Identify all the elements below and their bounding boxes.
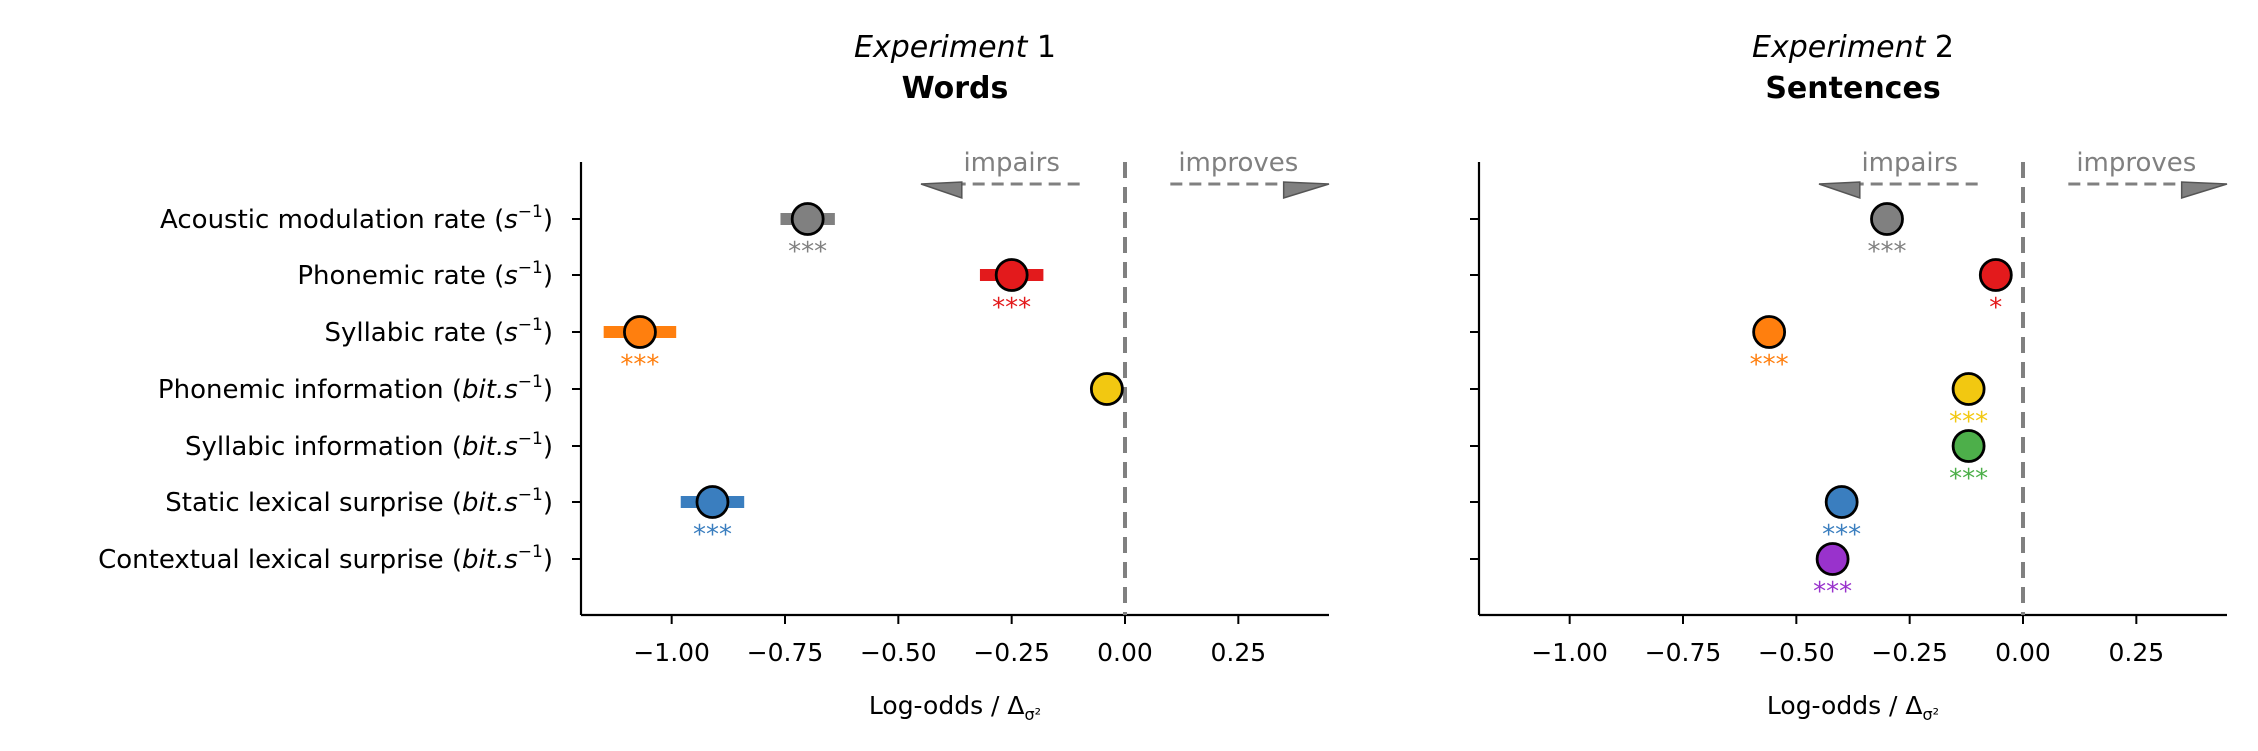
y-tick-label: Phonemic rate (s−1): [297, 258, 553, 291]
y-tick-label-end: ): [543, 261, 553, 291]
x-tick-label: −0.75: [1645, 638, 1722, 667]
panel-2: Experiment 2 Sentences −1.00 −0.75 −0.50 −0.2…: [1470, 30, 2228, 724]
x-axis-label: Log-odds / Δσ²: [1767, 691, 1939, 724]
y-tick-label-var: bit.s: [462, 375, 518, 405]
x-tick-label: −1.00: [633, 638, 710, 667]
impairs-arrow-head: [1818, 181, 1861, 200]
x-axis-label-main: Log-odds / Δ: [1767, 691, 1923, 720]
panel-subtitle: Words: [902, 71, 1009, 106]
x-axis-label-sub: σ²: [1025, 705, 1042, 724]
y-tick-label-exponent: −1: [518, 429, 543, 449]
significance-label: ***: [1868, 237, 1907, 267]
y-tick-label-var: bit.s: [462, 488, 518, 518]
impairs-arrow-head: [920, 181, 963, 200]
significance-label: *: [1989, 293, 2002, 323]
y-tick-label-end: ): [543, 205, 553, 235]
y-tick-label-end: ): [543, 545, 553, 575]
x-tick-label: 0.25: [1210, 638, 1266, 667]
x-axis-label: Log-odds / Δσ²: [869, 691, 1041, 724]
x-axis-label-main: Log-odds / Δ: [869, 691, 1025, 720]
y-tick-label-main: Phonemic information (: [158, 375, 462, 405]
x-tick-label: 0.00: [1097, 638, 1153, 667]
data-point: [695, 485, 730, 519]
panel-title-number: 2: [1925, 30, 1954, 65]
panel-subtitle: Sentences: [1765, 71, 1940, 106]
data-point: [1870, 202, 1904, 236]
y-tick-label-main: Contextual lexical surprise (: [98, 545, 462, 575]
y-tick-label-main: Syllabic rate (: [324, 318, 504, 348]
annotation-improves: improves: [2076, 148, 2196, 178]
data-point: [623, 315, 657, 349]
significance-label: ***: [992, 293, 1031, 323]
y-tick-label: Static lexical surprise (bit.s−1): [165, 485, 553, 518]
annotation-improves: improves: [1178, 148, 1298, 178]
x-tick-label: −0.50: [860, 638, 937, 667]
y-tick-label: Syllabic rate (s−1): [324, 315, 553, 348]
data-point: [1824, 485, 1859, 519]
significance-label: ***: [788, 237, 827, 267]
y-tick-label-main: Acoustic modulation rate (: [160, 205, 504, 235]
y-tick-label-var: s: [504, 205, 518, 235]
y-tick-label-end: ): [543, 375, 553, 405]
improves-arrow-head: [1282, 181, 1330, 200]
y-tick-label-exponent: −1: [518, 372, 543, 392]
x-tick-label: −0.25: [1871, 638, 1948, 667]
data-point: [1752, 315, 1787, 349]
x-tick-label: 0.25: [2108, 638, 2164, 667]
data-point: [1951, 429, 1986, 463]
data-point: [790, 202, 825, 236]
panel-title-italic: Experiment: [854, 30, 1029, 65]
y-tick-label-main: Phonemic rate (: [297, 261, 504, 291]
significance-label: ***: [1750, 350, 1789, 380]
panel-title: Experiment 1: [854, 30, 1056, 65]
y-tick-label-exponent: −1: [518, 258, 543, 278]
data-point: [1815, 542, 1850, 576]
x-tick-label: 0.00: [1995, 638, 2051, 667]
y-tick-label: Phonemic information (bit.s−1): [158, 372, 553, 405]
data-point: [1089, 372, 1124, 406]
y-tick-label-end: ): [543, 432, 553, 462]
significance-label: ***: [693, 520, 732, 550]
significance-label: ***: [620, 350, 659, 380]
y-tick-label-main: Static lexical surprise (: [165, 488, 462, 518]
data-point: [1951, 372, 1986, 406]
y-tick-label-main: Syllabic information (: [185, 432, 462, 462]
y-tick-label-var: bit.s: [462, 432, 518, 462]
y-tick-label-var: s: [504, 318, 518, 348]
y-tick-label-exponent: −1: [518, 485, 543, 505]
y-tick-label-exponent: −1: [518, 542, 543, 562]
improves-arrow-head: [2180, 181, 2228, 200]
panel-title-number: 1: [1027, 30, 1056, 65]
y-tick-label-var: s: [504, 261, 518, 291]
y-tick-label-end: ): [543, 488, 553, 518]
y-tick-label-exponent: −1: [518, 315, 543, 335]
significance-label: ***: [1949, 464, 1988, 494]
panel-1: Experiment 1 Words −1.00 −0.75 −0.50 −0.25 0.0…: [98, 30, 1330, 724]
y-tick-label: Acoustic modulation rate (s−1): [160, 202, 553, 235]
x-axis-label-sub: σ²: [1923, 705, 1940, 724]
y-tick-label-end: ): [543, 318, 553, 348]
x-tick-label: −1.00: [1531, 638, 1608, 667]
x-tick-label: −0.50: [1758, 638, 1835, 667]
panel-title-italic: Experiment: [1752, 30, 1927, 65]
y-tick-label-var: bit.s: [462, 545, 518, 575]
y-tick-label: Syllabic information (bit.s−1): [185, 429, 553, 462]
x-tick-label: −0.25: [973, 638, 1050, 667]
annotation-impairs: impairs: [963, 148, 1059, 178]
y-tick-label-exponent: −1: [518, 202, 543, 222]
data-point: [994, 258, 1029, 292]
panel-title: Experiment 2: [1752, 30, 1954, 65]
significance-label: ***: [1813, 577, 1852, 607]
annotation-impairs: impairs: [1861, 148, 1957, 178]
x-tick-label: −0.75: [747, 638, 824, 667]
y-tick-label: Contextual lexical surprise (bit.s−1): [98, 542, 553, 575]
data-point: [1978, 258, 2013, 292]
